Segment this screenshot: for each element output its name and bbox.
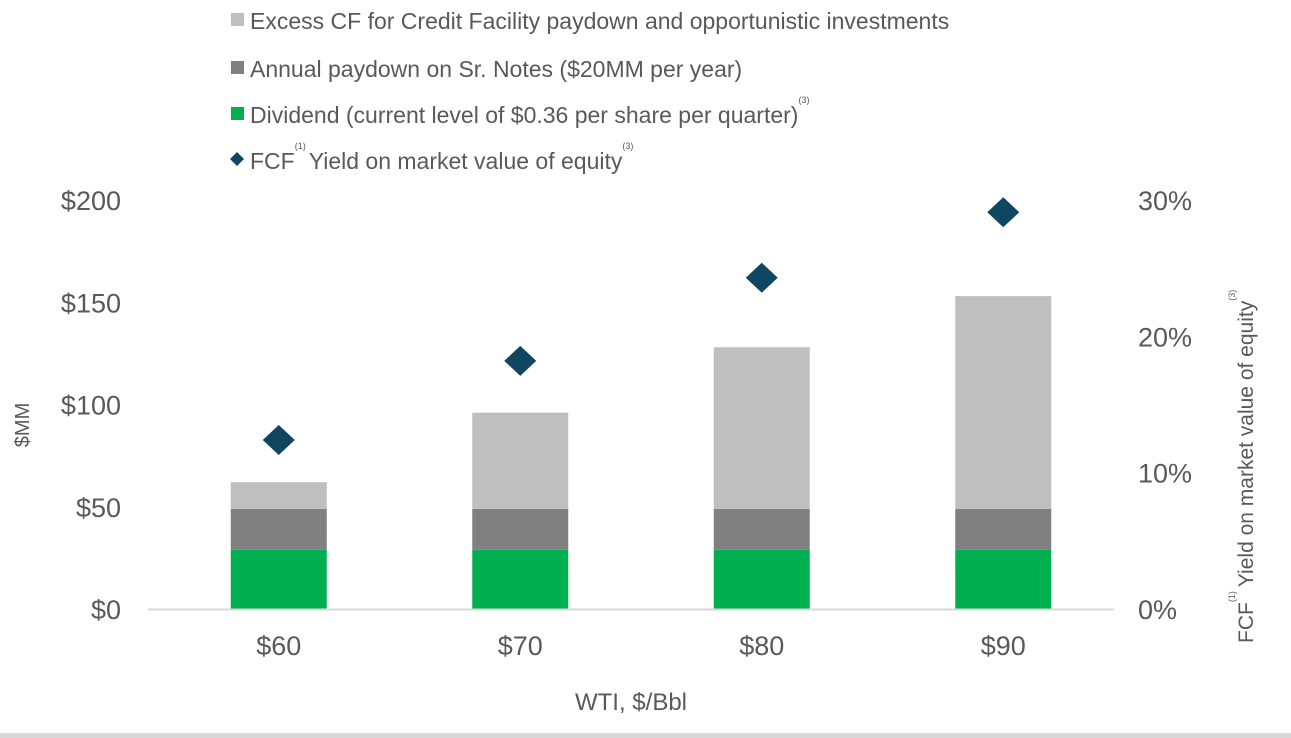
bar-segment-1: [713, 508, 810, 550]
fcf-yield-point: [745, 262, 778, 293]
legend-swatch-excess: [231, 13, 244, 26]
x-axis-title: WTI, $/Bbl: [575, 689, 687, 716]
bars: [230, 296, 1052, 609]
bar-segment-0: [955, 549, 1052, 609]
y-axis-left: $0 $50 $100 $150 $200: [61, 186, 121, 625]
bar-segment-0: [472, 549, 569, 609]
legend-label-paydown: Annual paydown on Sr. Notes ($20MM per y…: [250, 56, 742, 82]
x-tick-label: $90: [981, 631, 1026, 661]
legend: Excess CF for Credit Facility paydown an…: [230, 8, 949, 174]
fcf-yield-point: [262, 424, 295, 455]
fcf-yield-point: [987, 197, 1020, 228]
legend-label-fcf-yield: FCF(1)Yield on market value of equity(3): [250, 141, 633, 174]
bar-segment-2: [230, 482, 327, 509]
y2-tick-label: 10%: [1138, 459, 1192, 489]
y-tick-label: $150: [61, 288, 121, 318]
bar-segment-1: [472, 508, 569, 550]
fcf-yield-points: [262, 197, 1020, 455]
bar-segment-2: [713, 347, 810, 509]
bar-segment-1: [230, 508, 327, 550]
x-tick-label: $70: [498, 631, 543, 661]
x-tick-label: $60: [256, 631, 301, 661]
legend-label-excess: Excess CF for Credit Facility paydown an…: [250, 8, 949, 34]
y-tick-label: $200: [61, 186, 121, 216]
bar-segment-2: [472, 412, 569, 509]
bar-segment-1: [955, 508, 1052, 550]
y-axis-title: $MM: [12, 403, 34, 447]
y-tick-label: $100: [61, 391, 121, 421]
y-tick-label: $50: [76, 493, 121, 523]
y-tick-label: $0: [91, 595, 121, 625]
y2-axis-title: FCF(1)Yield on market value of equity(3): [1227, 290, 1258, 643]
bottom-border: [0, 733, 1291, 738]
y-axis-right: 0% 10% 20% 30%: [1138, 186, 1192, 625]
fcf-yield-point: [504, 345, 537, 376]
legend-label-dividend: Dividend (current level of $0.36 per sha…: [250, 95, 809, 128]
bar-segment-0: [230, 549, 327, 609]
bar-segment-0: [713, 549, 810, 609]
legend-swatch-paydown: [231, 61, 244, 74]
legend-marker-fcf-yield: [230, 152, 244, 166]
y2-tick-label: 20%: [1138, 322, 1192, 352]
legend-swatch-dividend: [231, 107, 244, 120]
bar-segment-2: [955, 296, 1052, 509]
y2-tick-label: 0%: [1138, 595, 1177, 625]
y2-tick-label: 30%: [1138, 186, 1192, 216]
x-tick-label: $80: [739, 631, 784, 661]
x-axis: $60 $70 $80 $90: [256, 631, 1026, 661]
